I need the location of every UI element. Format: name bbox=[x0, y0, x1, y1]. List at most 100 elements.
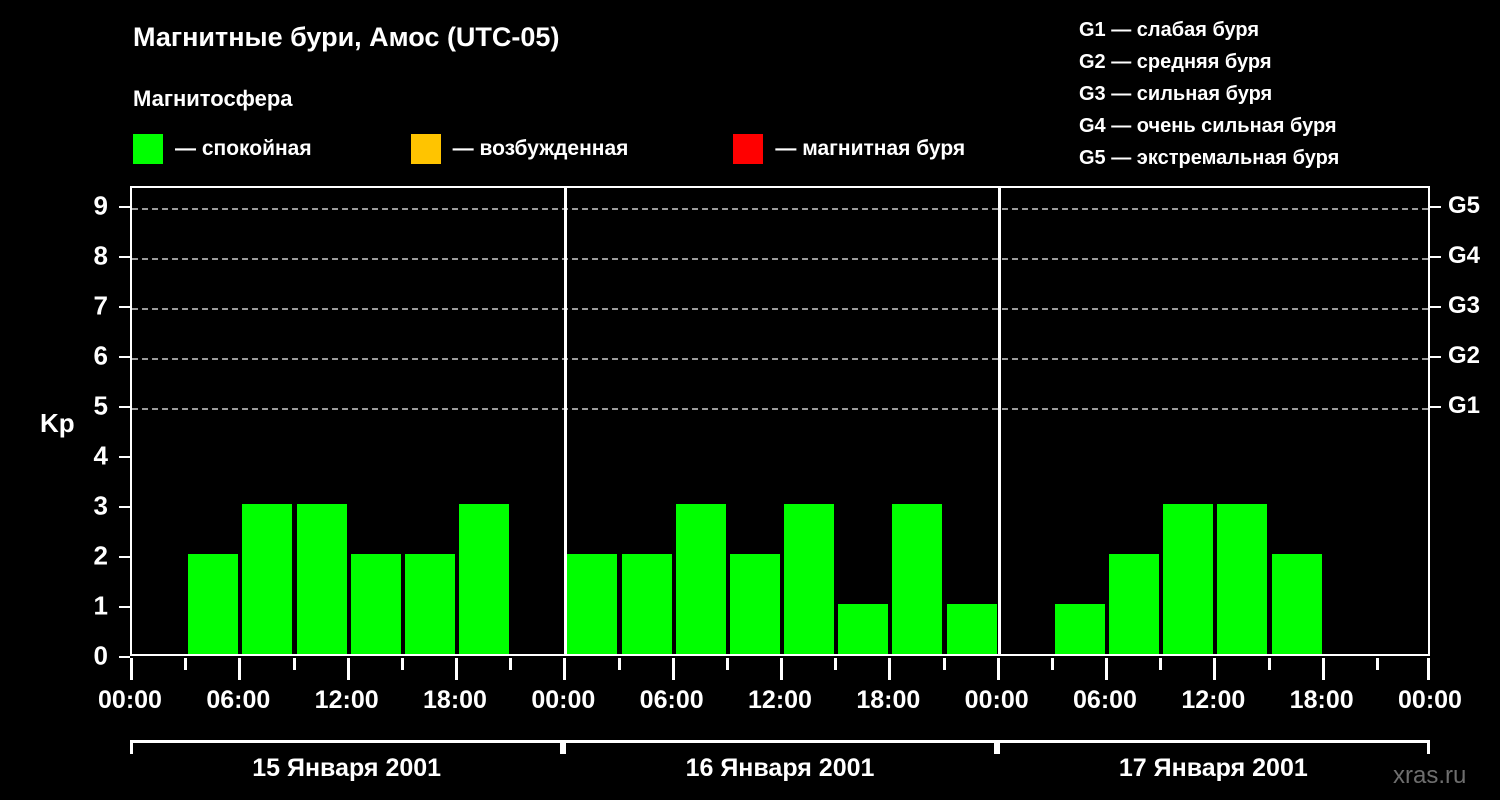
bar bbox=[621, 554, 672, 654]
bar bbox=[1109, 554, 1160, 654]
date-bracket-3 bbox=[996, 740, 1430, 754]
y-tick-label-7: 7 bbox=[93, 290, 108, 321]
y-tick-label-0: 0 bbox=[93, 640, 108, 671]
x-tick-11 bbox=[725, 658, 729, 670]
bar bbox=[188, 554, 239, 654]
bar bbox=[459, 504, 510, 654]
bar bbox=[838, 604, 889, 654]
legend-item-storm: — магнитная буря bbox=[733, 134, 965, 164]
x-tick-19 bbox=[1159, 658, 1163, 670]
x-tick-18 bbox=[1105, 658, 1108, 680]
x-tick-label-3: 18:00 bbox=[423, 686, 487, 714]
gridline-kp-7 bbox=[132, 308, 1428, 310]
g-scale-row-4: G4 — очень сильная буря bbox=[1079, 115, 1337, 137]
y-axis-tick-labels: 0 1 2 3 4 5 6 7 8 9 bbox=[62, 186, 108, 671]
legend-item-quiet: — спокойная bbox=[133, 134, 312, 164]
bar bbox=[1217, 504, 1268, 654]
legend-swatch-quiet bbox=[133, 134, 163, 164]
g-tick-label-G3: G3 bbox=[1448, 292, 1481, 319]
bar bbox=[296, 504, 347, 654]
date-labels: 15 Января 2001 16 Января 2001 17 Января 20… bbox=[130, 754, 1430, 794]
g-tick-mark-G1 bbox=[1430, 406, 1441, 408]
x-tick-label-12: 00:00 bbox=[1398, 686, 1462, 714]
legend-swatch-active bbox=[410, 134, 441, 164]
x-tick-label-9: 06:00 bbox=[1073, 686, 1137, 714]
gridline-kp-8 bbox=[132, 258, 1428, 260]
x-tick-label-0: 00:00 bbox=[98, 686, 162, 714]
y-tick-mark-2 bbox=[119, 556, 130, 558]
x-tick-14 bbox=[888, 658, 892, 680]
x-axis-tick-marks bbox=[130, 658, 1430, 680]
x-axis-tick-labels: 00:00 06:00 12:00 18:00 00:00 06:00 12:00 18:00… bbox=[98, 686, 1462, 720]
x-tick-4 bbox=[346, 658, 350, 680]
g-tick-label-G2: G2 bbox=[1448, 342, 1481, 369]
x-tick-10 bbox=[671, 658, 675, 680]
bar bbox=[567, 554, 618, 654]
legend-label-active: — возбужденная bbox=[452, 137, 629, 160]
day-separator-2 bbox=[997, 188, 1001, 654]
x-tick-6 bbox=[455, 658, 458, 680]
y-tick-mark-7 bbox=[119, 306, 130, 308]
x-tick-1 bbox=[184, 658, 188, 670]
gridline-kp-6 bbox=[132, 358, 1428, 360]
x-tick-5 bbox=[400, 658, 404, 670]
y-tick-mark-9 bbox=[119, 206, 130, 208]
legend-item-active: — возбужденная bbox=[410, 134, 629, 164]
page-title: Магнитные бури, Амос (UTC-05) bbox=[133, 22, 560, 52]
g-scale-row-2: G2 — средняя буря bbox=[1079, 51, 1272, 73]
bar bbox=[1271, 554, 1322, 654]
date-bracket-2 bbox=[563, 740, 997, 754]
x-tick-23 bbox=[1375, 658, 1379, 670]
g-scale-row-1: G1 — слабая буря bbox=[1079, 19, 1260, 41]
x-tick-label-5: 06:00 bbox=[639, 686, 704, 714]
legend-label-quiet: — спокойная bbox=[175, 137, 312, 160]
x-tick-label-7: 18:00 bbox=[856, 686, 921, 714]
bar bbox=[729, 554, 780, 654]
date-bracket-1 bbox=[130, 740, 564, 754]
x-tick-24 bbox=[1427, 658, 1430, 680]
date-label-2: 16 Января 2001 bbox=[685, 754, 875, 782]
x-tick-13 bbox=[834, 658, 838, 670]
x-tick-label-4: 00:00 bbox=[531, 686, 596, 714]
x-tick-21 bbox=[1267, 658, 1271, 670]
bar bbox=[350, 554, 401, 654]
y-tick-label-3: 3 bbox=[93, 490, 108, 521]
x-tick-17 bbox=[1050, 658, 1054, 670]
x-tick-20 bbox=[1213, 658, 1217, 680]
y-tick-mark-4 bbox=[119, 456, 130, 458]
x-tick-0 bbox=[130, 658, 133, 680]
bar bbox=[892, 504, 943, 654]
x-tick-9 bbox=[617, 658, 621, 670]
plot-area bbox=[130, 186, 1430, 656]
y-axis-tick-marks bbox=[119, 186, 130, 658]
date-label-3: 17 Января 2001 bbox=[1118, 754, 1308, 782]
x-tick-16 bbox=[996, 658, 1000, 680]
date-label-1: 15 Января 2001 bbox=[252, 754, 442, 782]
y-tick-mark-6 bbox=[119, 356, 130, 358]
legend-label-storm: — магнитная буря bbox=[775, 137, 966, 160]
x-tick-22 bbox=[1321, 658, 1325, 680]
g-tick-label-G5: G5 bbox=[1448, 192, 1481, 219]
x-tick-3 bbox=[292, 658, 296, 670]
date-brackets bbox=[130, 740, 1430, 758]
g-tick-mark-G2 bbox=[1430, 356, 1441, 358]
x-tick-8 bbox=[563, 658, 567, 680]
g-scale-legend: G1 — слабая буря G2 — средняя буря G3 — си… bbox=[1079, 14, 1339, 174]
bar bbox=[675, 504, 726, 654]
bar bbox=[242, 504, 293, 654]
y-tick-label-5: 5 bbox=[93, 390, 108, 421]
right-g-axis: G1 G2 G3 G4 G5 bbox=[1430, 186, 1500, 656]
y-tick-mark-1 bbox=[119, 606, 130, 608]
watermark: xras.ru bbox=[1393, 762, 1467, 789]
y-tick-mark-0 bbox=[119, 656, 130, 658]
bar bbox=[1163, 504, 1214, 654]
bar bbox=[1054, 604, 1105, 654]
x-tick-12 bbox=[780, 658, 783, 680]
x-tick-2 bbox=[238, 658, 242, 680]
x-tick-7 bbox=[509, 658, 513, 670]
magnetosphere-legend: — спокойная — возбужденная — магнитная б… bbox=[133, 134, 965, 164]
g-tick-mark-G5 bbox=[1430, 206, 1441, 208]
g-tick-label-G1: G1 bbox=[1448, 392, 1481, 419]
x-tick-label-11: 18:00 bbox=[1289, 686, 1354, 714]
magnetosphere-heading: Магнитосфера bbox=[133, 86, 293, 111]
